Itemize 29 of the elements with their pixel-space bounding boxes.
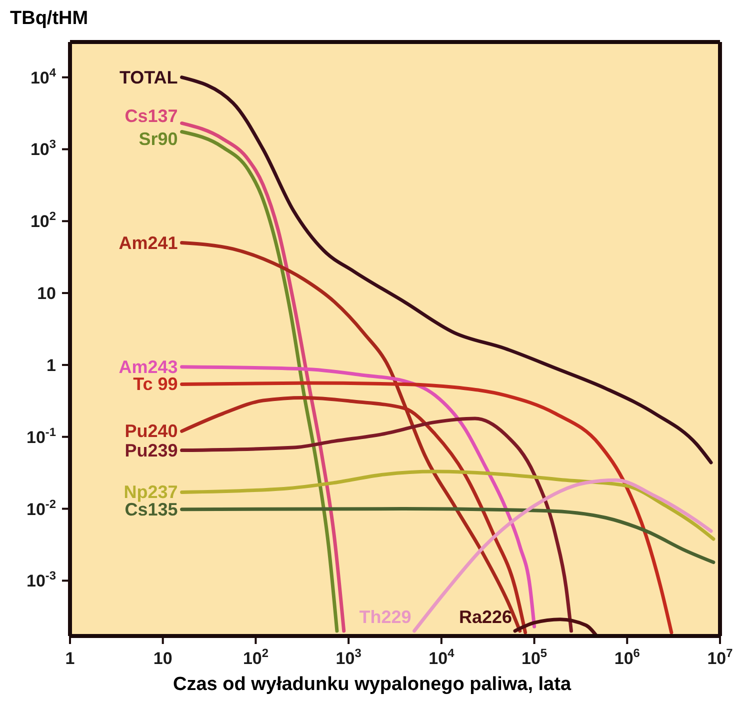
y-tick-label: 10$^{-1}$ bbox=[26, 424, 56, 447]
y-tick-label: 10$^{-3}$ bbox=[26, 568, 56, 591]
series-label: Am241 bbox=[118, 232, 178, 253]
y-tick-label: 1 bbox=[46, 356, 56, 375]
series-label: Pu240 bbox=[124, 421, 178, 442]
y-tick-label: 10$^{3}$ bbox=[30, 137, 56, 160]
series-label: Pu239 bbox=[124, 440, 178, 460]
x-tick-label: 1 bbox=[65, 649, 75, 668]
x-tick-label: 10$^{7}$ bbox=[707, 646, 734, 668]
x-axis-title: Czas od wyładunku wypalonego paliwa, lata bbox=[172, 674, 572, 695]
y-tick-label: 10 bbox=[37, 284, 56, 304]
series-label: Tc 99 bbox=[133, 374, 178, 394]
x-tick-label: 10$^{3}$ bbox=[336, 646, 362, 668]
x-tick-label: 10$^{5}$ bbox=[522, 646, 548, 668]
series-label: TOTAL bbox=[119, 67, 178, 88]
x-tick-label: 10$^{4}$ bbox=[428, 646, 455, 668]
y-tick-label: 10$^{2}$ bbox=[30, 209, 56, 232]
series-label: Ra226 bbox=[458, 606, 512, 627]
x-tick-label: 10$^{6}$ bbox=[614, 646, 640, 668]
x-tick-label: 10$^{2}$ bbox=[242, 646, 269, 668]
y-tick-label: 10$^{-2}$ bbox=[26, 496, 56, 519]
series-label: Cs137 bbox=[124, 106, 178, 126]
series-label: Np237 bbox=[124, 482, 178, 502]
y-axis-title: TBq/tHM bbox=[10, 8, 88, 29]
series-label: Sr90 bbox=[138, 128, 178, 149]
x-tick-label: 10 bbox=[153, 649, 172, 668]
series-label: Am243 bbox=[118, 356, 178, 377]
y-tick-label: 10$^{4}$ bbox=[30, 65, 56, 88]
series-label: Th229 bbox=[359, 606, 412, 627]
